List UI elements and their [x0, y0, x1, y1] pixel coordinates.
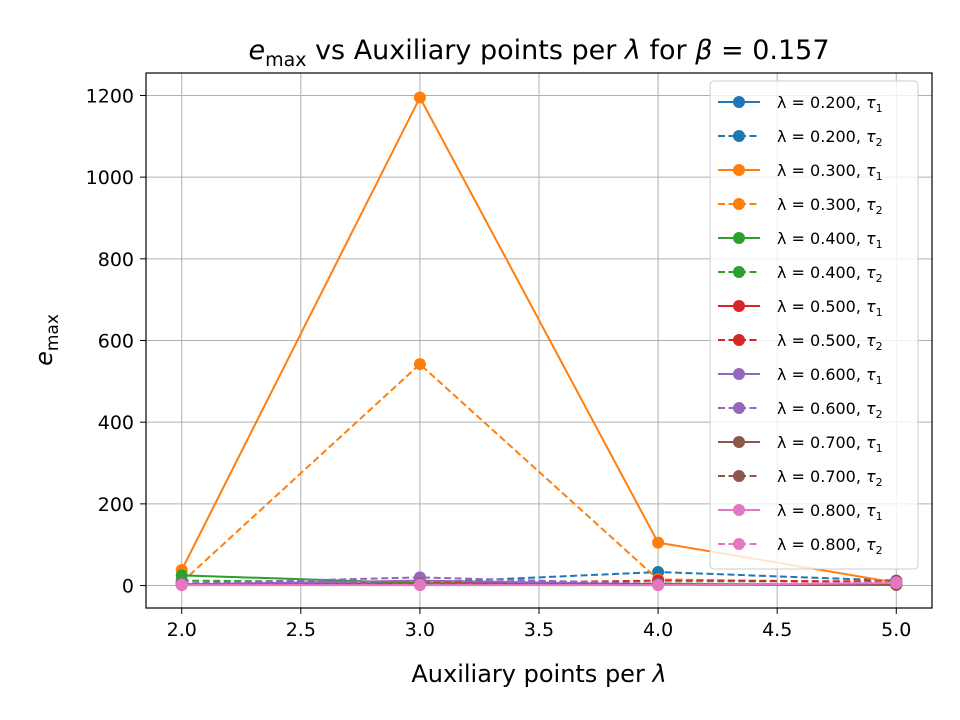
- series-layer: [175, 91, 903, 592]
- x-tick-label: 4.5: [762, 619, 792, 641]
- legend-label: λ = 0.200, τ2: [777, 127, 883, 149]
- legend-label: λ = 0.200, τ1: [777, 93, 883, 115]
- legend-label: λ = 0.800, τ2: [777, 535, 883, 557]
- series-line: [181, 576, 897, 586]
- legend-label: λ = 0.400, τ1: [777, 229, 883, 251]
- y-tick-label: 800: [98, 249, 134, 271]
- x-tick-label: 3.0: [405, 619, 435, 641]
- legend-item: λ = 0.300, τ2: [718, 195, 883, 217]
- y-tick-label: 1000: [86, 167, 134, 189]
- axis-ticks: 2.0 2.5 3.0 3.5 4.0 4.5 5.0 0 200 400 600 800 1000 12…: [86, 85, 912, 641]
- legend-label: λ = 0.300, τ1: [777, 161, 883, 183]
- y-tick-label: 400: [98, 412, 134, 434]
- x-tick-label: 2.5: [286, 619, 316, 641]
- legend-label: λ = 0.400, τ2: [777, 263, 883, 285]
- legend-marker: [733, 300, 745, 312]
- series-line: [181, 362, 897, 584]
- y-axis-label: emax: [30, 314, 63, 366]
- x-tick-label: 4.0: [643, 619, 673, 641]
- y-tick-label: 200: [98, 494, 134, 516]
- legend-label: λ = 0.500, τ2: [777, 331, 883, 353]
- legend-marker: [733, 130, 745, 142]
- legend-item: λ = 0.200, τ2: [718, 127, 883, 149]
- legend-item: λ = 0.500, τ2: [718, 331, 883, 353]
- legend-marker: [733, 368, 745, 380]
- legend-marker: [733, 436, 745, 448]
- legend-marker: [733, 334, 745, 346]
- legend-label: λ = 0.300, τ2: [777, 195, 883, 217]
- legend-label: λ = 0.800, τ1: [777, 501, 883, 523]
- data-point: [413, 578, 426, 591]
- legend-label: λ = 0.500, τ1: [777, 297, 883, 319]
- legend-item: λ = 0.500, τ1: [718, 297, 883, 319]
- data-point: [413, 91, 426, 104]
- legend-item: λ = 0.200, τ1: [718, 93, 883, 115]
- legend-item: λ = 0.300, τ1: [718, 161, 883, 183]
- legend-item: λ = 0.400, τ2: [718, 263, 883, 285]
- data-point: [890, 576, 903, 589]
- legend-marker: [733, 96, 745, 108]
- y-tick-label: 0: [122, 576, 134, 598]
- legend-marker: [733, 198, 745, 210]
- legend-marker: [733, 538, 745, 550]
- x-tick-label: 2.0: [167, 619, 197, 641]
- legend-marker: [733, 232, 745, 244]
- legend-label: λ = 0.700, τ2: [777, 467, 883, 489]
- legend-marker: [733, 164, 745, 176]
- x-tick-label: 3.5: [524, 619, 554, 641]
- legend-item: λ = 0.400, τ1: [718, 229, 883, 251]
- data-point: [652, 579, 665, 592]
- x-axis-label: Auxiliary points per λ: [411, 660, 666, 688]
- legend-label: λ = 0.700, τ1: [777, 433, 883, 455]
- x-tick-label: 5.0: [881, 619, 911, 641]
- legend-label: λ = 0.600, τ2: [777, 399, 883, 421]
- series-line: [181, 581, 897, 587]
- legend-label: λ = 0.600, τ1: [777, 365, 883, 387]
- data-point: [175, 578, 188, 591]
- legend-item: λ = 0.700, τ1: [718, 433, 883, 455]
- data-point: [413, 358, 426, 371]
- legend-marker: [733, 266, 745, 278]
- legend-item: λ = 0.700, τ2: [718, 467, 883, 489]
- legend-box: [709, 80, 919, 570]
- legend-item: λ = 0.800, τ1: [718, 501, 883, 523]
- y-tick-label: 1200: [86, 85, 134, 107]
- legend-item: λ = 0.800, τ2: [718, 535, 883, 557]
- legend: λ = 0.200, τ1 λ = 0.200, τ2 λ = 0.300, τ1 λ…: [709, 80, 919, 570]
- legend-item: λ = 0.600, τ1: [718, 365, 883, 387]
- series-14: [175, 576, 903, 592]
- chart-title: emax vs Auxiliary points per λ for β = 0…: [248, 35, 829, 71]
- legend-marker: [733, 504, 745, 516]
- legend-marker: [733, 402, 745, 414]
- legend-marker: [733, 470, 745, 482]
- data-point: [652, 536, 665, 549]
- y-tick-label: 600: [98, 331, 134, 353]
- legend-item: λ = 0.600, τ2: [718, 399, 883, 421]
